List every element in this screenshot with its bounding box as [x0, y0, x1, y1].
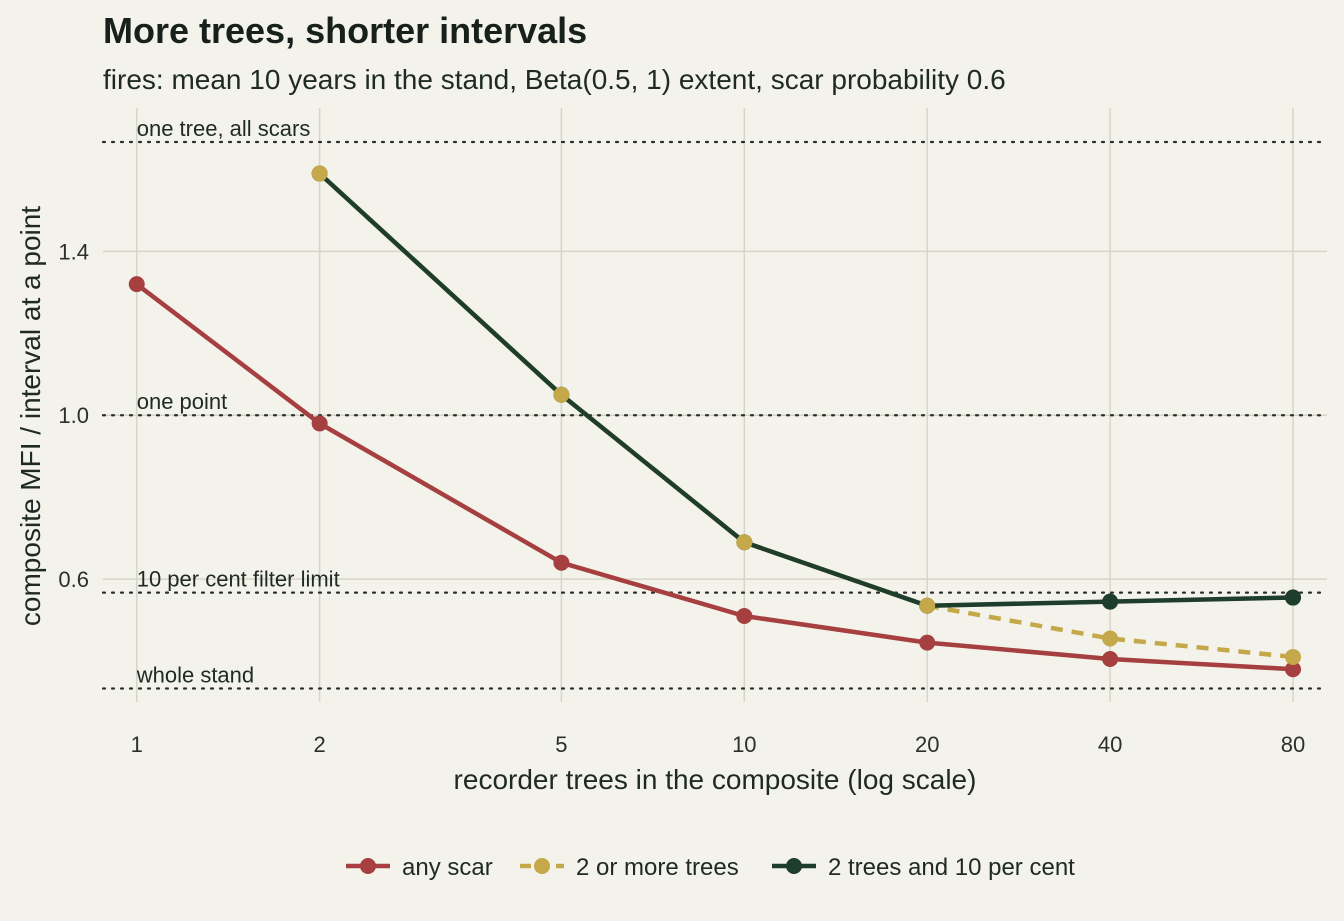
data-point-1: [1285, 648, 1302, 665]
y-tick-label: 1.0: [58, 403, 89, 428]
data-point-0: [1285, 661, 1302, 678]
chart-title: More trees, shorter intervals: [103, 10, 587, 51]
legend-label: any scar: [402, 854, 493, 881]
x-tick-label: 2: [314, 732, 326, 757]
data-point-0: [919, 634, 936, 651]
series-line-0: [135, 282, 1294, 672]
legend-key-point: [786, 858, 802, 874]
legend-key-point: [534, 858, 550, 874]
y-axis-ticks: 0.6 1.0 1.4: [58, 239, 89, 592]
x-tick-label: 20: [915, 732, 939, 757]
x-tick-label: 80: [1281, 732, 1305, 757]
chart-subtitle: fires: mean 10 years in the stand, Beta(…: [103, 64, 1006, 95]
data-point-0: [128, 276, 145, 293]
data-point-1: [311, 165, 328, 182]
series-line-2: [318, 171, 1294, 608]
data-point-0: [553, 554, 570, 571]
data-point-0: [311, 415, 328, 432]
reference-line-label: whole stand: [136, 662, 254, 687]
grid: [103, 108, 1327, 702]
reference-line-label: one tree, all scars: [137, 116, 311, 141]
data-point-1: [919, 597, 936, 614]
data-point-2-top: [1285, 589, 1302, 606]
y-axis-title: composite MFI / interval at a point: [15, 206, 46, 626]
series-layer: [128, 165, 1302, 678]
x-tick-label: 10: [732, 732, 756, 757]
reference-lines: one tree, all scars one point 10 per cent …: [101, 116, 1329, 690]
legend-label: 2 or more trees: [576, 854, 739, 881]
legend: any scar 2 or more trees 2 trees and 10 pe…: [346, 854, 1075, 881]
data-point-0: [736, 607, 753, 624]
x-axis-title: recorder trees in the composite (log sca…: [454, 764, 977, 795]
x-tick-label: 5: [555, 732, 567, 757]
legend-key-point: [360, 858, 376, 874]
legend-label: 2 trees and 10 per cent: [828, 854, 1075, 881]
reference-line-label: 10 per cent filter limit: [137, 567, 340, 592]
y-tick-label: 1.4: [58, 239, 89, 264]
data-point-2-top: [1102, 593, 1119, 610]
x-tick-label: 1: [131, 732, 143, 757]
data-point-0: [1102, 650, 1119, 667]
reference-line-label: one point: [137, 389, 228, 414]
data-point-1: [1102, 630, 1119, 647]
x-axis-ticks: 1 2 5 10 20 40 80: [131, 732, 1306, 757]
data-point-1: [736, 534, 753, 551]
y-tick-label: 0.6: [58, 567, 89, 592]
x-tick-label: 40: [1098, 732, 1122, 757]
data-point-1: [553, 386, 570, 403]
